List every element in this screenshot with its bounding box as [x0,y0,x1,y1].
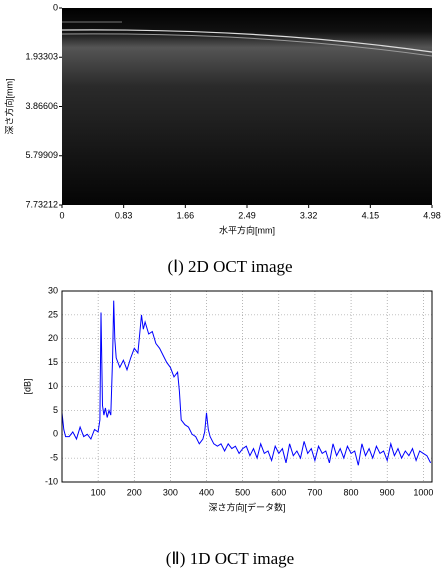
x-tick-label: 800 [344,487,359,497]
data-line [61,300,432,466]
x-axis-label: 深さ方向[データ数] [208,501,285,512]
image-layer [61,29,433,53]
x-tick-label: 400 [199,487,214,497]
y-tick-label: 25 [48,309,58,319]
x-tick-label: 2.49 [238,210,256,220]
plot-frame [61,290,433,483]
x-tick-label: 300 [163,487,178,497]
x-tick-label: 4.98 [423,210,441,220]
image-layer [61,33,433,57]
x-tick-label: 100 [91,487,106,497]
y-tick-label: 3.86606 [25,101,58,111]
x-tick-label: 700 [307,487,322,497]
y-tick-label: 0 [53,429,58,439]
x-tick-label: 0.83 [115,210,133,220]
y-tick-label: -10 [45,476,58,486]
caption: (Ⅱ) 1D OCT image [166,549,294,568]
x-tick-label: 4.15 [362,210,380,220]
y-axis-label: [dB] [22,378,32,394]
x-tick-label: 200 [127,487,142,497]
x-axis-label: 水平方向[mm] [219,224,275,235]
y-tick-label: 20 [48,333,58,343]
x-tick-label: 1000 [413,487,433,497]
x-tick-label: 500 [235,487,250,497]
y-axis-label: 深さ方向[mm] [3,79,14,135]
oct-image [62,8,432,205]
y-tick-label: 1.93303 [25,52,58,62]
plot-area [61,290,433,483]
y-tick-label: 15 [48,357,58,367]
y-tick-label: -5 [50,453,58,463]
y-tick-label: 10 [48,381,58,391]
x-tick-label: 3.32 [300,210,318,220]
x-tick-label: 900 [380,487,395,497]
x-tick-label: 600 [271,487,286,497]
caption: (Ⅰ) 2D OCT image [167,257,292,276]
x-tick-label: 1.66 [177,210,195,220]
y-tick-label: 7.73212 [25,199,58,209]
y-tick-label: 0 [53,2,58,12]
y-tick-label: 30 [48,285,58,295]
y-tick-label: 5.79909 [25,150,58,160]
y-tick-label: 5 [53,405,58,415]
x-tick-label: 0 [59,210,64,220]
